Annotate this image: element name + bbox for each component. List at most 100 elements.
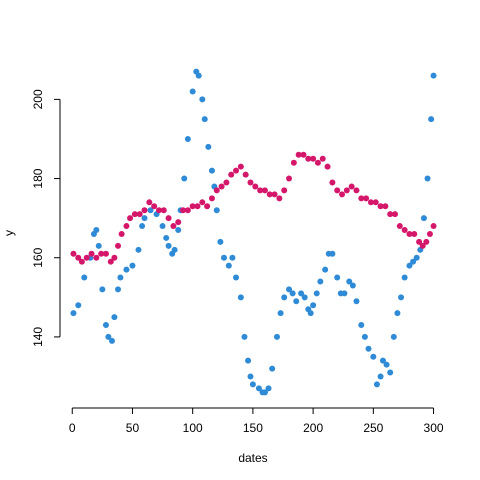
point <box>141 215 148 222</box>
point <box>398 294 405 301</box>
point <box>298 290 305 297</box>
point <box>208 195 215 202</box>
point <box>290 159 297 166</box>
point <box>208 167 215 174</box>
x-tick-label: 250 <box>363 421 383 435</box>
point <box>329 179 336 186</box>
point <box>307 310 314 317</box>
point <box>229 254 236 261</box>
point <box>228 171 235 178</box>
y-tick-label: 180 <box>31 168 45 188</box>
y-tick-label: 160 <box>31 247 45 267</box>
point <box>237 163 244 170</box>
point <box>141 207 148 214</box>
point <box>419 242 426 249</box>
point <box>247 179 254 186</box>
point <box>392 211 399 218</box>
point <box>358 195 365 202</box>
point <box>314 159 321 166</box>
point <box>401 274 408 281</box>
point <box>201 116 208 123</box>
point <box>348 183 355 190</box>
point <box>310 155 317 162</box>
point <box>420 215 427 222</box>
point <box>98 250 105 257</box>
point <box>75 254 82 261</box>
point <box>286 175 293 182</box>
point <box>220 254 227 261</box>
point <box>213 207 220 214</box>
x-tick-label: 200 <box>303 421 323 435</box>
point <box>317 278 324 285</box>
point <box>175 227 182 234</box>
point <box>424 175 431 182</box>
point <box>115 242 122 249</box>
point <box>377 203 384 210</box>
point <box>170 223 177 230</box>
point <box>155 207 162 214</box>
point <box>70 310 77 317</box>
point <box>255 385 262 392</box>
point <box>127 215 134 222</box>
point <box>175 219 182 226</box>
x-tick-label: 300 <box>424 421 444 435</box>
point <box>401 227 408 234</box>
point <box>406 230 413 237</box>
point <box>218 183 225 190</box>
point <box>265 385 272 392</box>
point <box>271 191 278 198</box>
point <box>180 207 187 214</box>
point <box>370 353 377 360</box>
point <box>247 373 254 380</box>
point <box>118 230 125 237</box>
point <box>181 175 188 182</box>
point <box>102 322 109 329</box>
point <box>361 333 368 340</box>
point <box>184 207 191 214</box>
point <box>205 143 212 150</box>
point <box>343 187 350 194</box>
point <box>411 230 418 237</box>
point <box>410 258 417 265</box>
point <box>289 290 296 297</box>
point <box>189 203 196 210</box>
point <box>353 298 360 305</box>
point <box>136 211 143 218</box>
point <box>102 250 109 257</box>
point <box>305 155 312 162</box>
point <box>159 223 166 230</box>
point <box>269 365 276 372</box>
point <box>70 250 77 257</box>
point <box>365 345 372 352</box>
point <box>390 333 397 340</box>
point <box>261 187 268 194</box>
point <box>423 238 430 245</box>
point <box>163 234 170 241</box>
x-tick-label: 50 <box>126 421 140 435</box>
point <box>199 199 206 206</box>
point <box>111 314 118 321</box>
point <box>257 187 264 194</box>
point <box>108 337 115 344</box>
point <box>295 151 302 158</box>
point <box>165 242 172 249</box>
point <box>310 302 317 309</box>
point <box>367 199 374 206</box>
point <box>213 187 220 194</box>
x-axis-label: dates <box>238 451 267 465</box>
point <box>293 298 300 305</box>
point <box>195 72 202 79</box>
point <box>249 381 256 388</box>
point <box>329 250 336 257</box>
point <box>334 274 341 281</box>
x-tick-label: 0 <box>69 421 76 435</box>
point <box>363 195 370 202</box>
point <box>83 254 90 261</box>
y-tick-label: 200 <box>31 89 45 109</box>
point <box>223 179 230 186</box>
point <box>225 262 232 269</box>
point <box>379 357 386 364</box>
point <box>430 72 437 79</box>
y-axis-label: y <box>2 230 16 236</box>
